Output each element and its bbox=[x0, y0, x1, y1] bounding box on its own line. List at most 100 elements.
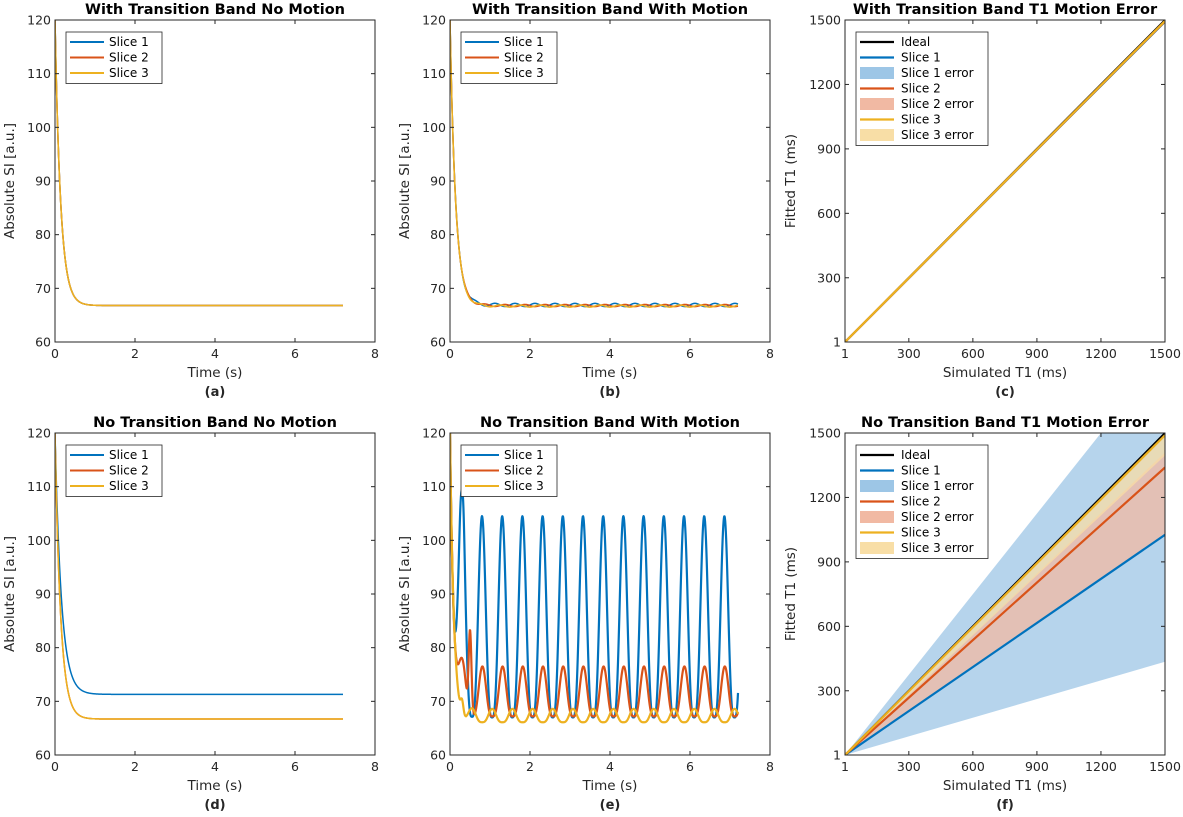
x-tick-label: 2 bbox=[526, 346, 534, 361]
y-tick-label: 110 bbox=[27, 479, 51, 494]
series-line-slice-1 bbox=[845, 533, 1165, 755]
x-tick-label: 1200 bbox=[1085, 346, 1117, 361]
series-line-slice-2 bbox=[845, 466, 1165, 755]
x-tick-label: 900 bbox=[1025, 346, 1049, 361]
y-axis-label: Absolute SI [a.u.] bbox=[2, 536, 18, 652]
legend-entry: Slice 1 bbox=[504, 35, 544, 49]
y-tick-label: 120 bbox=[422, 426, 446, 441]
y-tick-label: 900 bbox=[817, 554, 841, 569]
series-line-slice-1 bbox=[55, 433, 344, 696]
legend-entry: Slice 2 bbox=[504, 464, 544, 478]
legend-entry: Slice 1 error bbox=[901, 66, 974, 80]
legend-entry: Slice 3 bbox=[901, 526, 941, 540]
data-layer bbox=[450, 20, 739, 308]
y-tick-label: 1200 bbox=[809, 77, 841, 92]
x-tick-label: 2 bbox=[131, 346, 139, 361]
y-tick-label: 100 bbox=[422, 533, 446, 548]
y-tick-label: 1200 bbox=[809, 490, 841, 505]
y-tick-label: 1500 bbox=[809, 426, 841, 441]
legend-swatch-error-1 bbox=[860, 67, 894, 79]
legend-entry: Slice 1 bbox=[109, 35, 149, 49]
x-tick-label: 1500 bbox=[1149, 759, 1181, 774]
chart-title: No Transition Band T1 Motion Error bbox=[861, 415, 1150, 431]
x-tick-label: 1200 bbox=[1085, 759, 1117, 774]
x-tick-label: 4 bbox=[211, 346, 219, 361]
x-tick-label: 900 bbox=[1025, 759, 1049, 774]
legend-entry: Slice 3 bbox=[901, 113, 941, 127]
legend-entry: Slice 1 bbox=[504, 448, 544, 462]
axes-box bbox=[844, 19, 1166, 343]
x-tick-label: 8 bbox=[371, 759, 379, 774]
legend-swatch-error-3 bbox=[860, 542, 894, 554]
x-tick-label: 6 bbox=[291, 346, 299, 361]
legend-entry: Slice 2 bbox=[109, 51, 149, 65]
x-tick-label: 1500 bbox=[1149, 346, 1181, 361]
legend-entry: Slice 1 bbox=[901, 51, 941, 65]
legend-entry: Slice 2 bbox=[901, 495, 941, 509]
legend-entry: Slice 2 error bbox=[901, 97, 974, 111]
legend-entry: Slice 1 bbox=[109, 448, 149, 462]
panel-label: (e) bbox=[600, 798, 621, 813]
y-tick-label: 120 bbox=[422, 13, 446, 28]
y-tick-label: 60 bbox=[430, 335, 446, 350]
legend-entry: Slice 2 error bbox=[901, 510, 974, 524]
chart-title: With Transition Band With Motion bbox=[472, 2, 748, 18]
y-tick-label: 1 bbox=[833, 748, 841, 763]
x-tick-label: 1 bbox=[841, 346, 849, 361]
panel-label: (a) bbox=[205, 385, 226, 400]
legend-swatch-error-1 bbox=[860, 480, 894, 492]
series-line-slice-3 bbox=[55, 433, 344, 720]
x-tick-label: 8 bbox=[766, 759, 774, 774]
y-tick-label: 110 bbox=[422, 479, 446, 494]
legend-entry: Slice 3 bbox=[109, 479, 149, 493]
legend-entry: Slice 3 error bbox=[901, 128, 974, 142]
legend-entry: Slice 3 bbox=[504, 66, 544, 80]
panel-d: 0 2 4 6 8 60 70 80 90 100 110 120 No Transition Band… bbox=[2, 415, 379, 813]
x-tick-label: 6 bbox=[686, 346, 694, 361]
series-line-slice-3 bbox=[845, 434, 1165, 755]
x-tick-label: 0 bbox=[446, 346, 454, 361]
panel-label: (b) bbox=[599, 385, 620, 400]
y-tick-label: 80 bbox=[35, 640, 51, 655]
legend-entry: Slice 3 bbox=[109, 66, 149, 80]
y-tick-label: 70 bbox=[35, 281, 51, 296]
x-axis-label: Simulated T1 (ms) bbox=[943, 778, 1067, 794]
y-tick-label: 70 bbox=[35, 694, 51, 709]
x-axis-label: Time (s) bbox=[582, 778, 638, 794]
y-tick-label: 90 bbox=[430, 587, 446, 602]
x-tick-label: 300 bbox=[897, 759, 921, 774]
x-axis-label: Time (s) bbox=[582, 365, 638, 381]
y-tick-label: 300 bbox=[817, 270, 841, 285]
legend-entry: Slice 2 bbox=[901, 82, 941, 96]
x-tick-label: 300 bbox=[897, 346, 921, 361]
y-tick-label: 70 bbox=[430, 281, 446, 296]
y-tick-label: 80 bbox=[430, 640, 446, 655]
x-tick-label: 0 bbox=[51, 759, 59, 774]
legend-entry: Slice 3 error bbox=[901, 541, 974, 555]
legend-entry: Ideal bbox=[901, 35, 930, 49]
legend-swatch-error-2 bbox=[860, 98, 894, 110]
chart-title: No Transition Band With Motion bbox=[480, 415, 740, 431]
series-line-slice-3 bbox=[845, 20, 1165, 342]
y-tick-label: 70 bbox=[430, 694, 446, 709]
data-layer bbox=[55, 433, 344, 720]
x-tick-label: 6 bbox=[291, 759, 299, 774]
data-layer bbox=[55, 20, 344, 307]
legend-entry: Slice 1 error bbox=[901, 479, 974, 493]
y-tick-label: 600 bbox=[817, 206, 841, 221]
y-tick-label: 110 bbox=[27, 66, 51, 81]
x-axis-label: Simulated T1 (ms) bbox=[943, 365, 1067, 381]
x-axis-label: Time (s) bbox=[187, 365, 243, 381]
data-layer bbox=[450, 433, 740, 724]
y-tick-label: 90 bbox=[35, 174, 51, 189]
legend-entry: Ideal bbox=[901, 448, 930, 462]
legend-entry: Slice 2 bbox=[109, 464, 149, 478]
y-axis-label: Absolute SI [a.u.] bbox=[397, 123, 413, 239]
x-tick-label: 600 bbox=[961, 346, 985, 361]
